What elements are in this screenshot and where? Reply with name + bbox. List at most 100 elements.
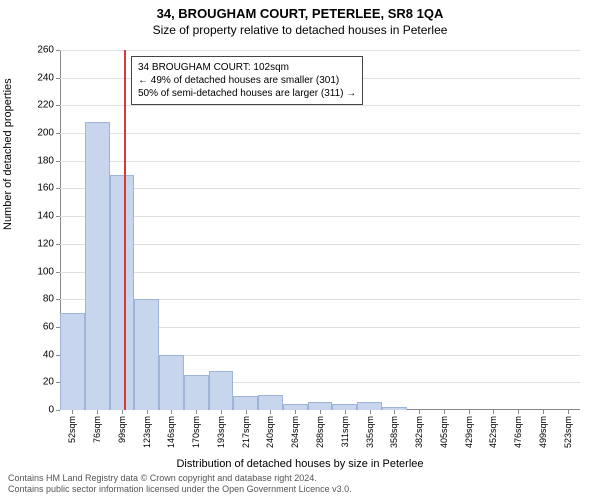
chart-container: 34, BROUGHAM COURT, PETERLEE, SR8 1QA Si…: [0, 0, 600, 500]
callout-line1: 34 BROUGHAM COURT: 102sqm: [138, 61, 356, 74]
y-tick-mark: [56, 50, 60, 51]
x-tick-mark: [345, 410, 346, 414]
x-tick-label: 523sqm: [563, 416, 573, 448]
x-tick-label: 335sqm: [365, 416, 375, 448]
bar: [134, 299, 159, 410]
y-tick-label: 40: [43, 349, 54, 360]
chart-title: 34, BROUGHAM COURT, PETERLEE, SR8 1QA: [0, 0, 600, 21]
y-tick-mark: [56, 78, 60, 79]
callout-box: 34 BROUGHAM COURT: 102sqm ← 49% of detac…: [131, 56, 363, 105]
chart-subtitle: Size of property relative to detached ho…: [0, 21, 600, 37]
x-tick-label: 476sqm: [513, 416, 523, 448]
y-tick-label: 180: [37, 155, 54, 166]
x-tick-mark: [246, 410, 247, 414]
y-tick-label: 80: [43, 294, 54, 305]
y-tick-mark: [56, 161, 60, 162]
y-tick-label: 240: [37, 72, 54, 83]
x-tick-label: 499sqm: [538, 416, 548, 448]
grid-line: [60, 216, 580, 217]
y-tick-mark: [56, 299, 60, 300]
bar: [209, 371, 234, 410]
grid-line: [60, 244, 580, 245]
x-tick-label: 429sqm: [464, 416, 474, 448]
y-tick-label: 100: [37, 266, 54, 277]
grid-line: [60, 105, 580, 106]
x-tick-label: 52sqm: [67, 416, 77, 443]
grid-line: [60, 188, 580, 189]
attribution-line2: Contains public sector information licen…: [8, 484, 352, 496]
y-tick-label: 140: [37, 211, 54, 222]
x-tick-label: 382sqm: [414, 416, 424, 448]
x-tick-mark: [394, 410, 395, 414]
x-tick-mark: [518, 410, 519, 414]
x-tick-mark: [97, 410, 98, 414]
x-tick-mark: [419, 410, 420, 414]
y-tick-label: 220: [37, 100, 54, 111]
x-tick-mark: [469, 410, 470, 414]
x-tick-mark: [221, 410, 222, 414]
attribution-line1: Contains HM Land Registry data © Crown c…: [8, 473, 352, 485]
y-tick-label: 200: [37, 128, 54, 139]
y-tick-mark: [56, 410, 60, 411]
reference-line: [124, 50, 126, 410]
callout-line3: 50% of semi-detached houses are larger (…: [138, 87, 356, 100]
y-tick-label: 60: [43, 321, 54, 332]
y-tick-label: 0: [48, 405, 54, 416]
bar: [184, 375, 209, 410]
x-tick-label: 170sqm: [191, 416, 201, 448]
y-tick-mark: [56, 272, 60, 273]
bar: [233, 396, 258, 410]
x-tick-label: 240sqm: [265, 416, 275, 448]
grid-line: [60, 133, 580, 134]
x-tick-label: 99sqm: [117, 416, 127, 443]
x-tick-mark: [171, 410, 172, 414]
x-tick-label: 123sqm: [142, 416, 152, 448]
x-tick-label: 264sqm: [290, 416, 300, 448]
grid-line: [60, 161, 580, 162]
x-tick-label: 311sqm: [340, 416, 350, 447]
x-tick-label: 76sqm: [92, 416, 102, 443]
bar: [60, 313, 85, 410]
y-tick-mark: [56, 133, 60, 134]
y-tick-label: 260: [37, 45, 54, 56]
y-tick-label: 20: [43, 377, 54, 388]
bar: [85, 122, 110, 410]
x-tick-mark: [270, 410, 271, 414]
x-tick-mark: [493, 410, 494, 414]
grid-line: [60, 50, 580, 51]
x-tick-mark: [320, 410, 321, 414]
x-tick-label: 405sqm: [439, 416, 449, 448]
x-tick-mark: [295, 410, 296, 414]
callout-line2: ← 49% of detached houses are smaller (30…: [138, 74, 356, 87]
x-tick-mark: [196, 410, 197, 414]
x-tick-label: 217sqm: [241, 416, 251, 448]
bar: [357, 402, 382, 410]
y-tick-mark: [56, 188, 60, 189]
x-tick-mark: [370, 410, 371, 414]
x-tick-mark: [568, 410, 569, 414]
attribution: Contains HM Land Registry data © Crown c…: [8, 473, 352, 496]
y-tick-label: 160: [37, 183, 54, 194]
x-axis-label: Distribution of detached houses by size …: [0, 458, 600, 470]
plot-area: 02040608010012014016018020022024026052sq…: [60, 50, 580, 410]
x-tick-mark: [444, 410, 445, 414]
x-tick-label: 288sqm: [315, 416, 325, 448]
y-tick-mark: [56, 244, 60, 245]
y-tick-label: 120: [37, 238, 54, 249]
bar: [110, 175, 135, 410]
bar: [308, 402, 333, 410]
y-axis-label: Number of detached properties: [2, 78, 14, 230]
x-tick-mark: [147, 410, 148, 414]
x-tick-mark: [72, 410, 73, 414]
x-tick-label: 146sqm: [166, 416, 176, 448]
bar: [159, 355, 184, 410]
y-tick-mark: [56, 105, 60, 106]
x-tick-label: 358sqm: [389, 416, 399, 448]
x-tick-mark: [543, 410, 544, 414]
grid-line: [60, 272, 580, 273]
bar: [258, 395, 283, 410]
x-tick-mark: [122, 410, 123, 414]
y-tick-mark: [56, 216, 60, 217]
x-tick-label: 452sqm: [488, 416, 498, 448]
x-tick-label: 193sqm: [216, 416, 226, 448]
